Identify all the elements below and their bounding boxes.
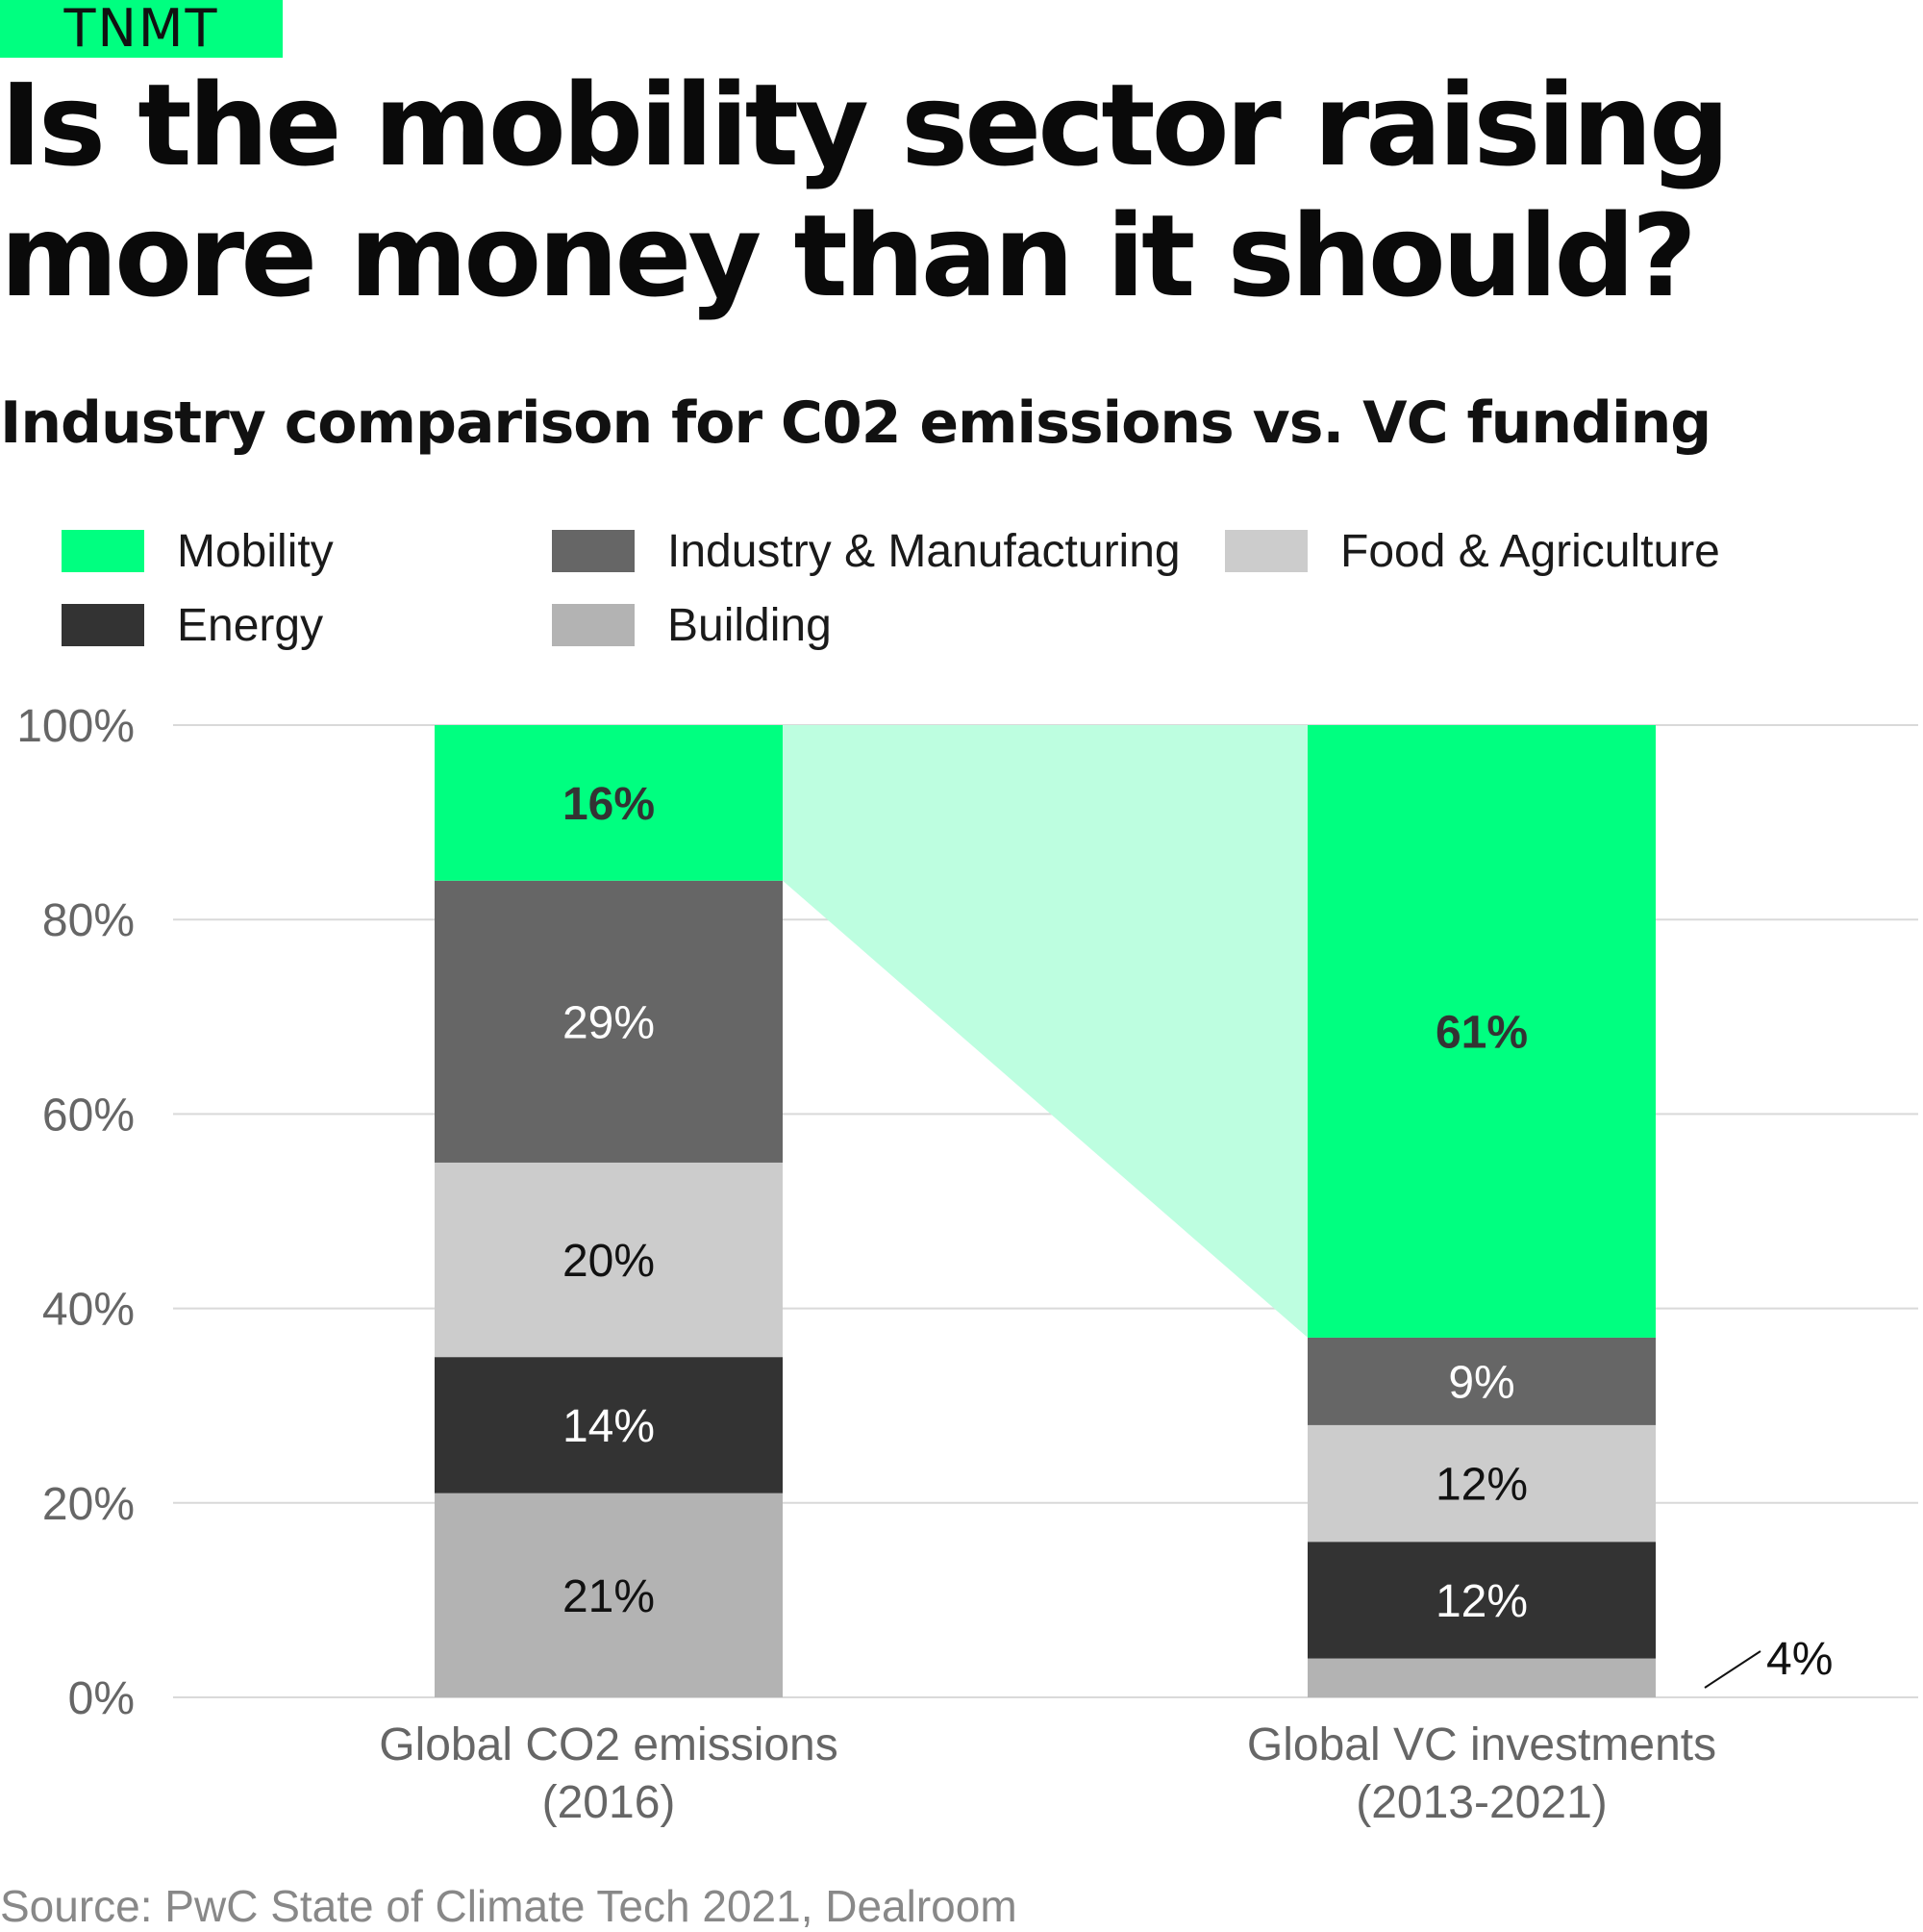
legend-swatch-mobility <box>62 530 144 572</box>
x-category-label: (2013-2021) <box>1356 1777 1608 1827</box>
y-tick-label: 40% <box>42 1285 135 1336</box>
bar-segment-energy <box>1308 1542 1656 1659</box>
chart-legend: Mobility Industry & Manufacturing Food &… <box>62 524 1888 659</box>
legend-swatch-energy <box>62 604 144 646</box>
bar-segment-mobility <box>1308 725 1656 1338</box>
brand-logo-text: TNMT <box>63 0 219 59</box>
data-label: 9% <box>1448 1357 1514 1408</box>
legend-swatch-food <box>1225 530 1308 572</box>
legend-item-food: Food & Agriculture <box>1225 524 1720 578</box>
y-tick-label: 20% <box>42 1479 135 1530</box>
bar-segment-food-agriculture <box>1308 1424 1656 1543</box>
highlight-band <box>783 725 1308 1338</box>
legend-swatch-building <box>552 604 635 646</box>
legend-item-mobility: Mobility <box>62 524 334 578</box>
data-label: 16% <box>562 779 655 830</box>
data-label: 4% <box>1766 1634 1833 1685</box>
chart-subtitle: Industry comparison for C02 emissions vs… <box>0 389 1711 457</box>
bar-segment-industry-manufacturing <box>1308 1337 1656 1425</box>
data-label: 14% <box>562 1401 655 1452</box>
x-category-label: (2016) <box>542 1777 676 1827</box>
data-label: 61% <box>1436 1007 1528 1058</box>
y-tick-label: 60% <box>42 1090 135 1141</box>
legend-label-energy: Energy <box>177 599 324 651</box>
legend-item-building: Building <box>552 598 832 652</box>
y-tick-label: 80% <box>42 895 135 946</box>
x-category-label: Global CO2 emissions <box>379 1719 838 1770</box>
legend-item-energy: Energy <box>62 598 323 652</box>
legend-label-food: Food & Agriculture <box>1340 525 1720 577</box>
data-label-leader <box>1704 1650 1761 1689</box>
bar-segment-industry-manufacturing <box>435 880 783 1163</box>
data-label: 12% <box>1436 1576 1528 1627</box>
data-label: 21% <box>562 1571 655 1622</box>
legend-item-industry: Industry & Manufacturing <box>552 524 1181 578</box>
legend-label-building: Building <box>667 599 832 651</box>
brand-logo: TNMT <box>0 0 283 58</box>
y-tick-label: 100% <box>16 701 135 752</box>
legend-label-industry: Industry & Manufacturing <box>667 525 1181 577</box>
y-tick-label: 0% <box>68 1673 135 1724</box>
data-label: 29% <box>562 997 655 1048</box>
data-label: 20% <box>562 1236 655 1287</box>
source-note: Source: PwC State of Climate Tech 2021, … <box>0 1881 1017 1931</box>
legend-swatch-industry <box>552 530 635 572</box>
legend-label-mobility: Mobility <box>177 525 334 577</box>
x-category-label: Global VC investments <box>1247 1719 1716 1770</box>
bar-segment-energy <box>435 1357 783 1493</box>
bar-segment-mobility <box>435 725 783 881</box>
stacked-bar-chart: 0% 20% 40% 60% 80% 100% 21% 4% 14% 12% 20% 12% 29% 9%… <box>16 701 1918 1827</box>
page-title: Is the mobility sector raising more mone… <box>0 59 1730 322</box>
data-label: 12% <box>1436 1460 1528 1511</box>
bar-segment-building <box>1308 1658 1656 1697</box>
bar-segment-building <box>435 1493 783 1697</box>
bar-segment-food-agriculture <box>435 1162 783 1358</box>
